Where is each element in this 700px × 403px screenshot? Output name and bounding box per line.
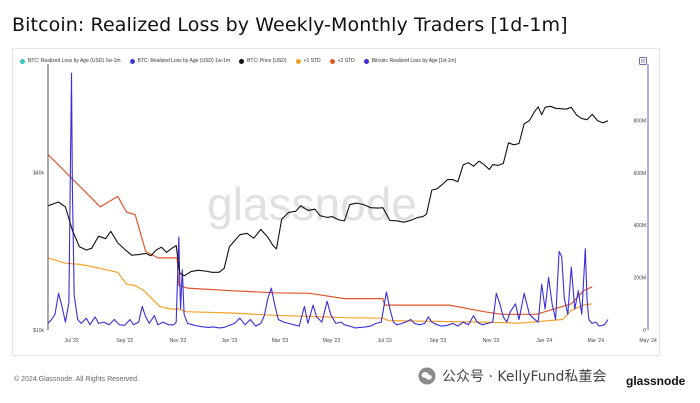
x-tick-label: Sep '23 bbox=[429, 338, 446, 344]
x-tick-label: Nov '22 bbox=[170, 338, 187, 344]
legend-item-price[interactable]: BTC: Price (USD) bbox=[239, 56, 287, 66]
legend-label: +1 STD bbox=[303, 58, 321, 64]
series-layer bbox=[47, 72, 609, 329]
x-tick-label: May '24 bbox=[639, 338, 657, 344]
wechat-badge: 公众号 · KellyFund私董会 bbox=[418, 366, 606, 386]
x-tick-label: Jan '24 bbox=[536, 338, 552, 344]
axes: $40k $10k 0 200M 400M 600M 800M Jul '22 Sep '22 N… bbox=[33, 64, 657, 344]
legend-item-loss-cyan[interactable]: BTC: Realized Loss by Age (USD) 1w-1m bbox=[20, 56, 121, 66]
right-tick-label: 600M bbox=[633, 171, 646, 177]
legend-label: BTC: Realized Loss by Age (USD) 1w-1m bbox=[28, 58, 121, 64]
x-tick-label: Mar '24 bbox=[587, 338, 604, 344]
legend-label: BTC: Price (USD) bbox=[247, 58, 287, 64]
x-tick-label: Jan '23 bbox=[221, 338, 237, 344]
legend-label: Bitcoin: Realized Loss by Age [1d-1m] bbox=[371, 58, 456, 64]
legend-dot-icon bbox=[20, 58, 25, 64]
copyright-text: © 2024 Glassnode. All Rights Reserved. bbox=[14, 376, 140, 383]
wechat-icon bbox=[418, 367, 436, 385]
legend-label: BTC: Realized Loss by Age (USD) 1w-1m bbox=[137, 58, 231, 64]
right-tick-label: 200M bbox=[633, 276, 646, 282]
legend-dot-icon bbox=[239, 58, 245, 64]
legend-dot-icon bbox=[363, 58, 369, 64]
right-tick-label: 800M bbox=[633, 118, 646, 124]
series-line--1-std bbox=[47, 257, 593, 324]
right-tick-label: 400M bbox=[633, 223, 646, 229]
x-tick-label: Jul '22 bbox=[64, 338, 79, 344]
chart-svg: glassnode $40k $10k 0 200M 400M 600M 800M Jul '… bbox=[33, 64, 657, 344]
wechat-text: 公众号 · KellyFund私董会 bbox=[442, 369, 607, 385]
series-line-bitcoin-realized-loss-by-age-1d-1m bbox=[47, 72, 609, 329]
legend-item-2std[interactable]: +2 STD bbox=[329, 56, 355, 66]
legend-item-realized-loss[interactable]: Bitcoin: Realized Loss by Age [1d-1m] bbox=[363, 56, 456, 66]
left-tick-label: $10k bbox=[33, 328, 44, 334]
series-line-btc-price-usd bbox=[47, 105, 609, 277]
legend-dot-icon bbox=[129, 58, 135, 64]
legend-label: +2 STD bbox=[337, 58, 355, 64]
x-tick-label: Nov '23 bbox=[483, 338, 500, 344]
chart-title: Bitcoin: Realized Loss by Weekly-Monthly… bbox=[12, 14, 568, 36]
right-tick-label: 0 bbox=[643, 328, 646, 334]
x-tick-label: Sep '22 bbox=[116, 338, 133, 344]
watermark: glassnode bbox=[207, 178, 417, 230]
legend-dot-icon bbox=[295, 58, 301, 64]
series-line--2-std bbox=[47, 154, 593, 315]
x-tick-label: May '23 bbox=[323, 338, 341, 344]
brand-logo: glassnode bbox=[626, 374, 686, 388]
legend-item-1std[interactable]: +1 STD bbox=[295, 56, 321, 66]
settings-icon[interactable] bbox=[638, 56, 648, 66]
legend-dot-icon bbox=[329, 58, 335, 64]
legend-item-loss-blue[interactable]: BTC: Realized Loss by Age (USD) 1w-1m bbox=[129, 56, 231, 66]
legend: BTC: Realized Loss by Age (USD) 1w-1m BT… bbox=[20, 56, 456, 66]
left-tick-label: $40k bbox=[33, 170, 44, 176]
x-tick-label: Jul '23 bbox=[378, 338, 393, 344]
x-tick-label: Mar '23 bbox=[272, 338, 289, 344]
